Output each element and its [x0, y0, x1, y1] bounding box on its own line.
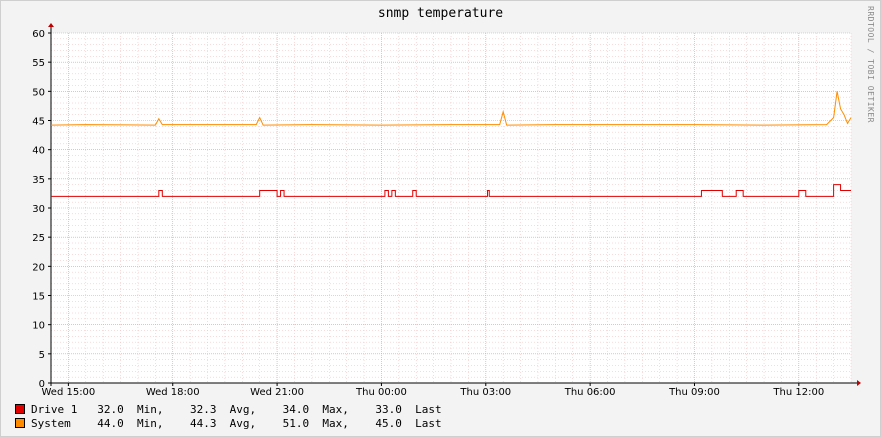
legend-swatch — [15, 418, 25, 428]
y-axis-arrow — [48, 23, 54, 27]
y-tick-label: 35 — [32, 175, 45, 186]
rrdtool-credit: RRDTOOL / TOBI OETIKER — [866, 6, 875, 123]
y-tick-labels: 0 5 10 15 20 25 30 35 40 45 50 55 60 — [32, 29, 51, 390]
legend-series-name: System — [31, 417, 84, 430]
y-tick-label: 55 — [32, 58, 45, 69]
legend-row: System 44.0 Min, 44.3 Avg, 51.0 Max, 45.… — [15, 417, 442, 430]
legend-row: Drive 1 32.0 Min, 32.3 Avg, 34.0 Max, 33… — [15, 403, 442, 416]
x-tick-label: Thu 06:00 — [564, 387, 616, 398]
series-line-drive-1 — [51, 184, 851, 197]
y-tick-label: 15 — [32, 292, 45, 303]
y-tick-label: 0 — [39, 379, 45, 390]
y-tick-label: 60 — [32, 29, 45, 40]
legend-stats: 44.0 Min, 44.3 Avg, 51.0 Max, 45.0 Last — [83, 417, 442, 430]
legend-swatch — [15, 404, 25, 414]
y-tick-label: 45 — [32, 117, 45, 128]
y-tick-label: 10 — [32, 321, 45, 332]
x-tick-label: Thu 03:00 — [459, 387, 511, 398]
series-line-system — [50, 91, 852, 126]
legend-stats: 32.0 Min, 32.3 Avg, 34.0 Max, 33.0 Last — [83, 403, 442, 416]
y-tick-label: 25 — [32, 233, 45, 244]
y-tick-label: 20 — [32, 262, 45, 273]
y-tick-label: 40 — [32, 146, 45, 157]
x-tick-label: Wed 15:00 — [41, 387, 95, 398]
x-tick-labels: Wed 15:00 Wed 18:00 Wed 21:00 Thu 00:00 Thu … — [41, 383, 824, 398]
series-lines — [50, 91, 852, 197]
x-tick-label: Thu 12:00 — [772, 387, 824, 398]
x-tick-label: Wed 21:00 — [250, 387, 304, 398]
x-tick-label: Wed 18:00 — [146, 387, 200, 398]
x-tick-label: Thu 00:00 — [355, 387, 407, 398]
axes — [48, 23, 861, 386]
y-tick-label: 50 — [32, 87, 45, 98]
x-tick-label: Thu 09:00 — [668, 387, 720, 398]
chart-title: snmp temperature — [377, 6, 504, 21]
x-axis-arrow — [857, 380, 861, 386]
y-tick-label: 5 — [39, 350, 45, 361]
y-tick-label: 30 — [32, 204, 45, 215]
legend-series-name: Drive 1 — [31, 403, 84, 416]
major-grid — [51, 32, 851, 384]
